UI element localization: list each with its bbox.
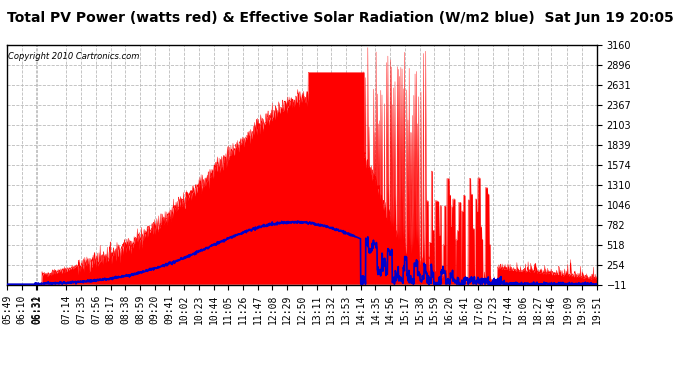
Text: Total PV Power (watts red) & Effective Solar Radiation (W/m2 blue)  Sat Jun 19 2: Total PV Power (watts red) & Effective S…: [7, 11, 673, 25]
Text: Copyright 2010 Cartronics.com: Copyright 2010 Cartronics.com: [8, 52, 139, 61]
